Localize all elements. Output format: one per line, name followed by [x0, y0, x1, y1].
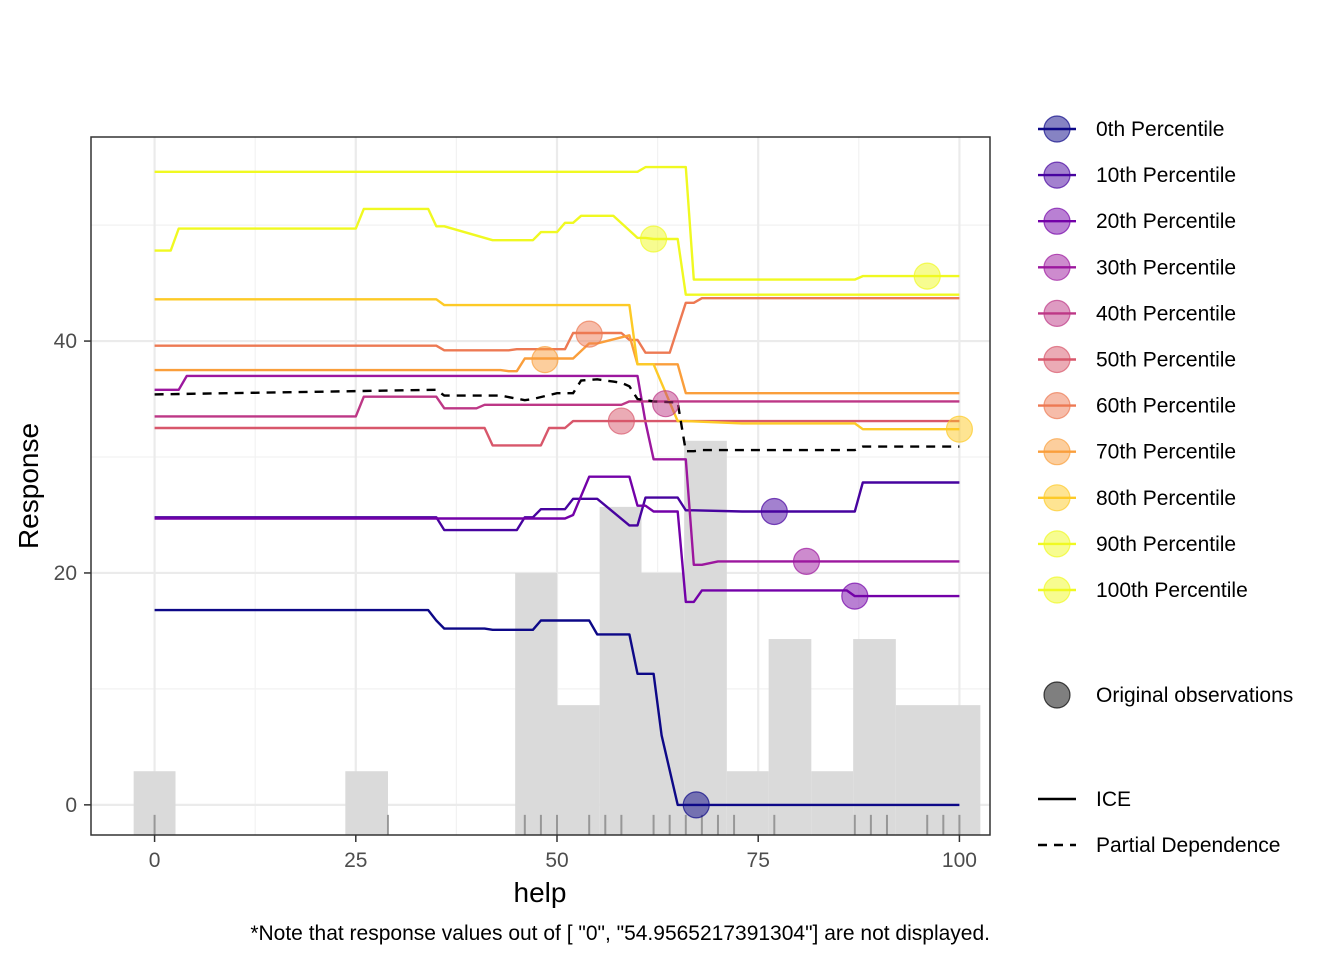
x-tick-label: 75 — [747, 849, 770, 872]
observation-point-100th-percentile — [913, 262, 941, 290]
histogram-bar — [345, 771, 388, 835]
legend-label-50th-percentile: 50th Percentile — [1096, 349, 1236, 372]
histogram-bar — [641, 572, 685, 835]
histogram-bar — [895, 705, 939, 835]
rug-marks — [153, 814, 961, 835]
observation-point-0th-percentile — [682, 791, 710, 819]
x-axis-title: help — [514, 877, 567, 908]
legend-marker-20th-percentile — [1043, 207, 1071, 235]
ice-line-50th-percentile — [154, 419, 960, 447]
legend-label-70th-percentile: 70th Percentile — [1096, 441, 1236, 464]
legend: 0th Percentile 10th Percentile 20th Percen… — [1038, 115, 1293, 857]
legend-label-100th-percentile: 100th Percentile — [1096, 579, 1248, 602]
observation-point-80th-percentile — [945, 415, 974, 443]
ice-line-100th-percentile — [154, 165, 960, 281]
legend-label-partial-dependence: Partial Dependence — [1096, 834, 1280, 857]
observation-point-50th-percentile — [607, 407, 635, 435]
legend-label-20th-percentile: 20th Percentile — [1096, 210, 1236, 233]
legend-label-90th-percentile: 90th Percentile — [1096, 533, 1236, 556]
legend-label-40th-percentile: 40th Percentile — [1096, 302, 1236, 325]
y-tick-label: 0 — [65, 794, 77, 817]
panel-border — [90, 136, 991, 836]
y-axis-title: Response — [13, 423, 44, 549]
histogram-bar — [515, 572, 557, 835]
ice-line-30th-percentile — [154, 374, 960, 566]
x-tick-label: 0 — [149, 849, 161, 872]
histogram — [133, 440, 981, 835]
histogram-bar — [853, 639, 896, 835]
observation-point-40th-percentile — [652, 390, 680, 418]
observation-point-20th-percentile — [841, 582, 869, 610]
histogram-bar — [811, 771, 854, 835]
x-tick-label: 50 — [545, 849, 568, 872]
legend-marker-100th-percentile — [1043, 576, 1071, 604]
legend-marker-30th-percentile — [1043, 253, 1071, 281]
observation-point-10th-percentile — [760, 497, 788, 526]
histogram-bar — [599, 506, 642, 835]
histogram-bar — [938, 705, 981, 835]
x-tick-label: 25 — [344, 849, 367, 872]
legend-label-80th-percentile: 80th Percentile — [1096, 487, 1236, 510]
legend-label-30th-percentile: 30th Percentile — [1096, 256, 1236, 279]
legend-label-0th-percentile: 0th Percentile — [1096, 118, 1224, 141]
histogram-bar — [684, 440, 727, 835]
legend-marker-10th-percentile — [1043, 161, 1071, 189]
y-tick-label: 40 — [54, 330, 77, 353]
legend-marker-0th-percentile — [1043, 115, 1071, 143]
legend-marker-90th-percentile — [1043, 530, 1071, 558]
y-tick-label: 20 — [54, 562, 77, 585]
legend-label-10th-percentile: 10th Percentile — [1096, 164, 1236, 187]
ice-line-0th-percentile — [154, 608, 960, 807]
legend-label-ice: ICE — [1096, 788, 1131, 811]
histogram-bar — [556, 705, 600, 835]
partial-dependence-line — [154, 378, 960, 453]
partial-dependence-line — [154, 378, 960, 453]
legend-marker-80th-percentile — [1043, 484, 1071, 512]
legend-label-original-observations: Original observations — [1096, 684, 1293, 707]
ice-line-20th-percentile — [154, 475, 960, 604]
legend-label-60th-percentile: 60th Percentile — [1096, 395, 1236, 418]
x-tick-label: 100 — [942, 849, 977, 872]
observation-point-60th-percentile — [575, 320, 603, 348]
legend-marker-60th-percentile — [1043, 392, 1071, 420]
legend-marker-70th-percentile — [1043, 438, 1071, 466]
ice-line-80th-percentile — [154, 298, 960, 431]
observation-points — [531, 225, 974, 819]
observation-point-70th-percentile — [531, 346, 559, 374]
histogram-bar — [768, 639, 812, 835]
axes: 0 25 50 75 100 0 20 40 — [54, 136, 991, 872]
observation-point-90th-percentile — [639, 225, 668, 253]
ice-line-40th-percentile — [154, 395, 960, 418]
ice-lines — [154, 165, 960, 807]
footnote: *Note that response values out of [ "0",… — [250, 922, 990, 945]
legend-marker-original-observations — [1043, 681, 1071, 709]
legend-marker-50th-percentile — [1043, 345, 1071, 374]
observation-point-30th-percentile — [792, 547, 821, 575]
legend-marker-40th-percentile — [1043, 299, 1071, 327]
